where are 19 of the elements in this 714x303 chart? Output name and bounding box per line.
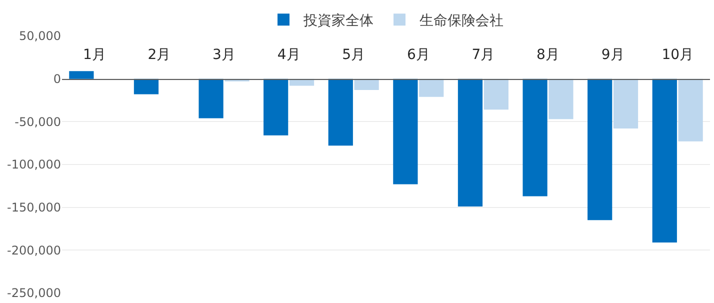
x-tick-label: 6月 (406, 47, 430, 64)
x-tick-label: 3月 (212, 47, 236, 64)
x-tick-label: 7月 (472, 47, 495, 64)
y-tick-label: -150,000 (7, 200, 61, 215)
x-tick-label: 2月 (148, 47, 171, 64)
x-tick-label: 5月 (342, 47, 366, 64)
x-tick-label: 9月 (601, 47, 624, 64)
y-tick-label: -250,000 (7, 286, 61, 300)
y-tick-label: -50,000 (14, 114, 61, 129)
y-tick-label: 0 (53, 72, 61, 86)
y-tick-label: -200,000 (7, 243, 61, 258)
x-tick-label: 4月 (277, 47, 300, 64)
legend-label: 投資家全体 (302, 13, 374, 30)
x-tick-label: 1月 (82, 47, 106, 64)
x-tick-label: 10月 (662, 47, 694, 64)
legend-label: 生命保険会社 (420, 13, 504, 30)
x-tick-label: 8月 (536, 47, 560, 64)
y-tick-label: -100,000 (7, 158, 61, 172)
y-tick-label: 50,000 (19, 29, 61, 44)
